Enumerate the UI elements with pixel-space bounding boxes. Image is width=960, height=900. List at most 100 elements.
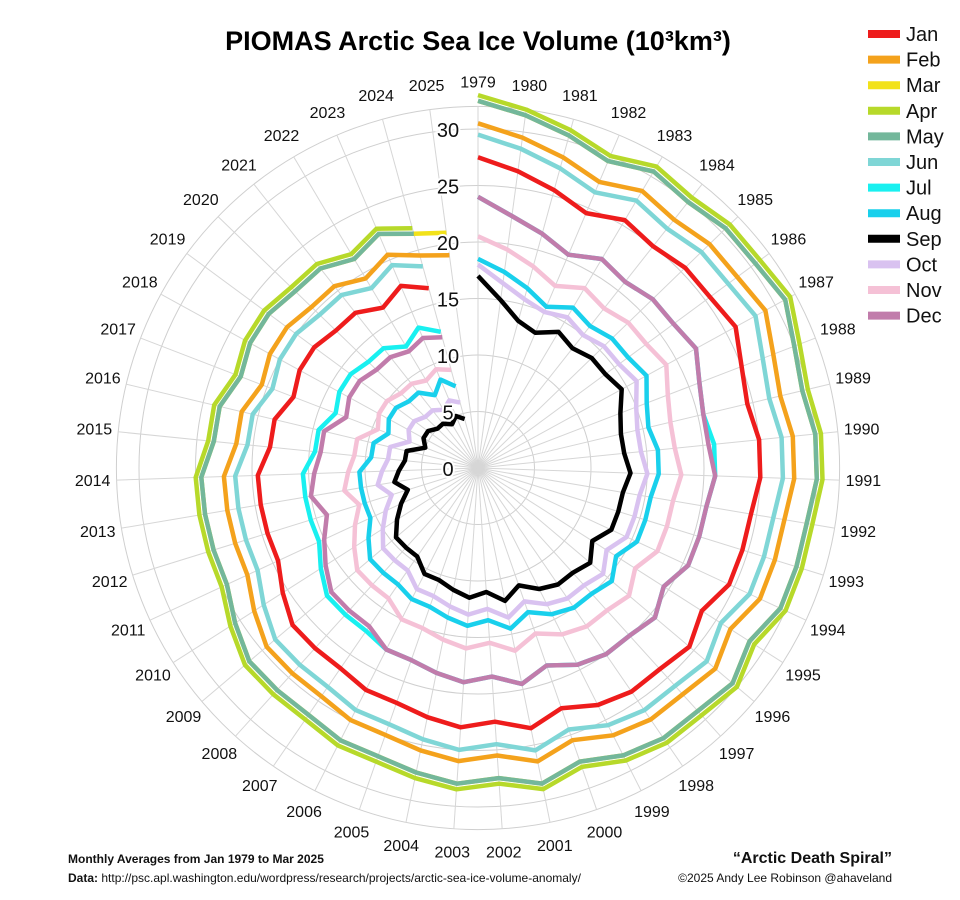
legend-label-jun: Jun (906, 152, 938, 174)
year-label: 2002 (486, 845, 522, 862)
year-label: 2007 (242, 778, 278, 795)
year-label: 1991 (846, 473, 882, 490)
year-label: 1979 (460, 74, 496, 91)
grid-spoke (314, 467, 479, 791)
legend-label-dec: Dec (906, 306, 942, 328)
legend: Jan Feb Mar Apr May Jun Jul Aug Sep Oct Nov Dec (868, 24, 944, 328)
year-label: 2013 (80, 524, 116, 541)
grid-spoke (149, 467, 479, 621)
year-label: 1980 (512, 78, 548, 95)
series-line-feb (221, 121, 797, 764)
year-label: 2017 (100, 321, 136, 338)
radial-tick-label: 25 (437, 177, 459, 199)
footer-data-label: Data: (68, 871, 99, 885)
footer-data-source: Data: http://psc.apl.washington.edu/word… (68, 871, 581, 885)
grid-circle-outer (115, 105, 841, 831)
series-line-nov (342, 234, 684, 653)
year-label: 1999 (634, 804, 670, 821)
grid-spoke (477, 467, 684, 767)
year-label: 1990 (844, 421, 880, 438)
year-label: 1988 (820, 321, 856, 338)
legend-label-oct: Oct (906, 254, 938, 276)
radial-tick-label: 10 (437, 346, 459, 368)
radial-tick-label: 15 (437, 290, 459, 312)
grid-spoke (293, 156, 479, 469)
series-line-sep (392, 274, 633, 604)
year-label: 1995 (785, 667, 821, 684)
year-label: 2021 (221, 157, 257, 174)
grid-spoke (477, 467, 598, 810)
year-label: 1985 (737, 192, 773, 209)
year-label: 2010 (135, 667, 171, 684)
grid-spoke (121, 467, 479, 529)
radial-tick-label: 20 (437, 233, 459, 255)
year-label: 2019 (150, 231, 186, 248)
legend-label-feb: Feb (906, 50, 940, 72)
grid-spoke (477, 216, 739, 469)
year-label: 1983 (657, 128, 693, 145)
legend-label-nov: Nov (906, 280, 942, 302)
year-label: 1989 (835, 371, 871, 388)
legend-label-sep: Sep (906, 229, 942, 251)
year-label: 1986 (771, 231, 807, 248)
year-label: 2023 (310, 105, 346, 122)
series-line-jun (232, 132, 786, 753)
year-label: 1984 (699, 157, 735, 174)
series-line-dec (308, 194, 718, 687)
year-label: 2000 (587, 824, 623, 841)
radial-tick-label: 30 (437, 120, 459, 142)
footer-data-url[interactable]: http://psc.apl.washington.edu/wordpress/… (101, 871, 581, 885)
year-label: 2004 (383, 838, 419, 855)
grid-spoke (132, 467, 479, 576)
year-label: 1982 (611, 105, 647, 122)
grid-spoke (477, 467, 721, 737)
grid-spoke (405, 467, 479, 823)
grid-spoke (477, 119, 575, 469)
grid-spoke (217, 216, 479, 469)
year-label: 2006 (286, 804, 322, 821)
grid-spoke (381, 119, 479, 469)
series-line-apr (193, 92, 825, 792)
footer-credit: ©2025 Andy Lee Robinson @ahaveland (678, 871, 892, 885)
radial-tick-label: 0 (442, 459, 453, 481)
year-label: 2022 (264, 128, 300, 145)
grid-spoke (253, 183, 479, 469)
legend-label-jan: Jan (906, 24, 938, 46)
series-line-aug (357, 256, 661, 631)
grid-spoke (126, 383, 479, 469)
series-lines (193, 92, 825, 792)
year-label: 1998 (678, 778, 714, 795)
footer-range-text: Monthly Averages from Jan 1979 to Mar 20… (68, 852, 324, 866)
year-label: 2024 (358, 88, 394, 105)
year-label: 1993 (828, 574, 864, 591)
series-line-oct (375, 262, 650, 620)
chart-title: PIOMAS Arctic Sea Ice Volume (10³km³) (225, 26, 731, 56)
year-label: 2011 (111, 622, 146, 639)
grid-spoke (477, 467, 503, 829)
legend-label-mar: Mar (906, 75, 941, 97)
legend-label-apr: Apr (906, 101, 937, 123)
grid-spoke (336, 134, 479, 469)
year-label: 1996 (755, 709, 791, 726)
year-label: 2014 (75, 473, 111, 490)
year-label: 2001 (537, 838, 573, 855)
year-label: 1997 (719, 746, 755, 763)
grid-spoke (477, 253, 770, 469)
radial-tick-label: 5 (442, 403, 453, 425)
year-label: 2003 (434, 845, 470, 862)
grid-spoke (429, 109, 479, 469)
year-label: 2025 (409, 78, 445, 95)
year-label: 2015 (77, 421, 113, 438)
year-label: 2020 (183, 192, 219, 209)
year-label: 1994 (810, 622, 846, 639)
year-label: 2012 (92, 574, 128, 591)
year-label: 1981 (562, 88, 598, 105)
footer-tagline: “Arctic Death Spiral” (732, 850, 892, 867)
series-line-may (199, 98, 820, 786)
grid-spoke (477, 156, 663, 469)
year-label: 2008 (202, 746, 238, 763)
legend-label-may: May (906, 126, 944, 148)
grid-spoke (118, 431, 479, 469)
legend-label-jul: Jul (906, 178, 932, 200)
year-label: 2018 (122, 275, 158, 292)
